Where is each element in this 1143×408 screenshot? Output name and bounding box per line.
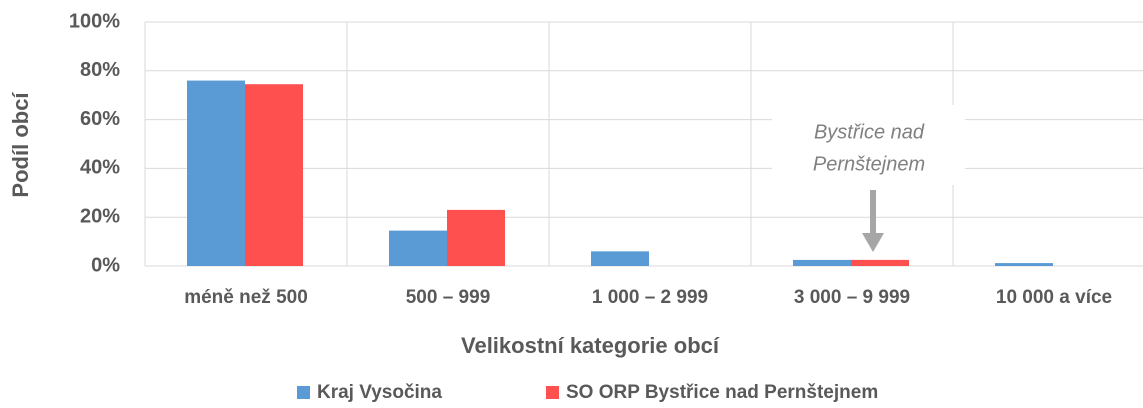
- bar: [851, 259, 909, 266]
- annotation-arrowhead: [862, 233, 884, 252]
- y-tick-label: 80%: [80, 59, 120, 81]
- x-axis-title: Velikostní kategorie obcí: [461, 333, 720, 358]
- x-tick-label: 3 000 – 9 999: [794, 287, 910, 308]
- bar: [995, 263, 1053, 266]
- legend-swatch: [546, 386, 559, 399]
- x-tick-label: 10 000 a více: [996, 287, 1112, 308]
- bar: [793, 259, 851, 266]
- y-tick-label: 20%: [80, 205, 120, 227]
- legend-label: Kraj Vysočina: [317, 382, 442, 403]
- y-tick-label: 40%: [80, 157, 120, 179]
- bar: [187, 80, 245, 266]
- annotation: Pernštejnem: [813, 153, 925, 175]
- legend-label: SO ORP Bystřice nad Pernštejnem: [566, 382, 878, 403]
- x-tick-label: 1 000 – 2 999: [592, 287, 708, 308]
- x-tick-label: méně než 500: [184, 287, 308, 308]
- x-tick-label: 500 – 999: [406, 287, 491, 308]
- annotation: Bystřice nad: [814, 121, 925, 143]
- y-tick-label: 0%: [91, 254, 120, 276]
- bar: [389, 230, 447, 266]
- y-tick-label: 100%: [69, 10, 120, 32]
- bar: [591, 251, 649, 266]
- bar: [245, 84, 303, 266]
- legend-swatch: [297, 386, 310, 399]
- bar: [447, 209, 505, 266]
- y-axis-title: Podíl obcí: [8, 92, 33, 198]
- y-tick-label: 60%: [80, 108, 120, 130]
- annotation-box: [772, 105, 965, 185]
